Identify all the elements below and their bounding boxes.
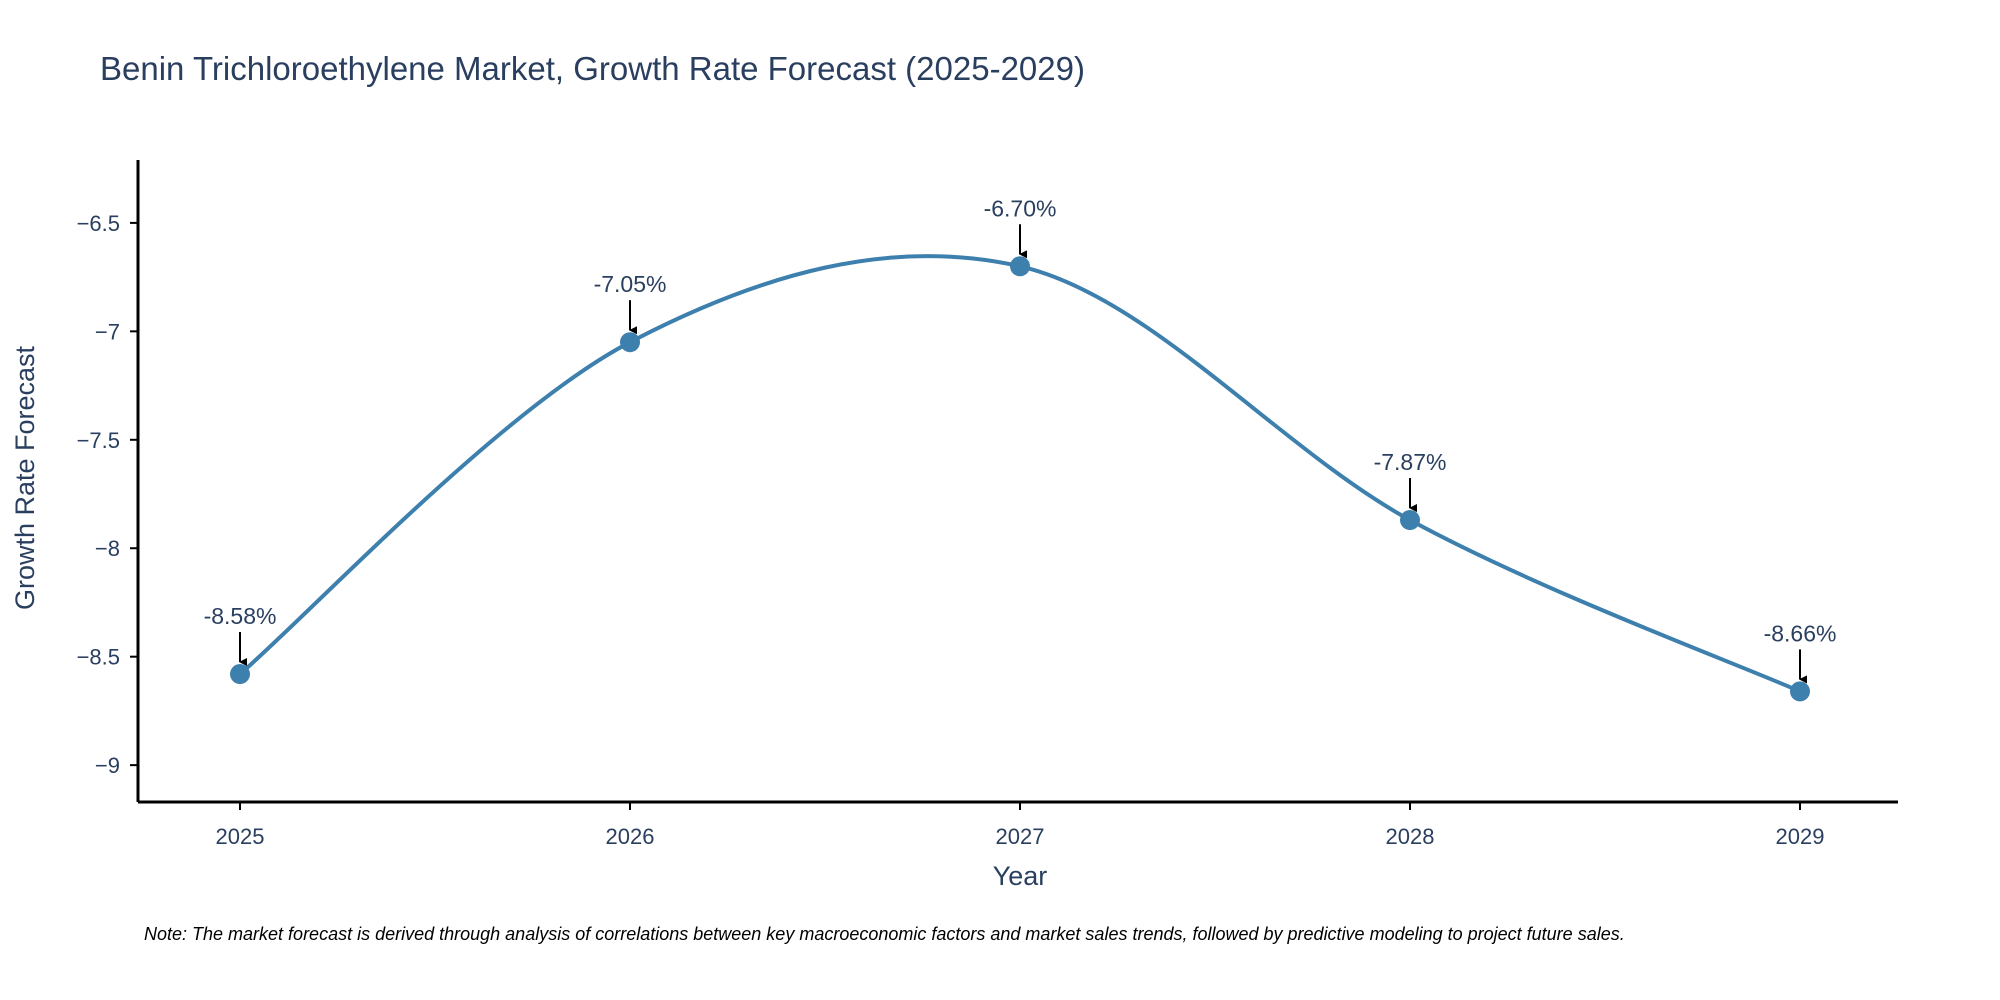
x-tick-label: 2027 [996, 824, 1045, 849]
x-axis-title: Year [993, 861, 1048, 891]
y-tick-label: −6.5 [77, 211, 120, 236]
y-tick-label: −9 [95, 753, 120, 778]
data-annotations: -8.58% -7.05% -6.70% -7.87% -8.66% [204, 195, 1837, 684]
x-tick-label: 2029 [1776, 824, 1825, 849]
data-markers [230, 256, 1810, 702]
x-tick-label: 2025 [216, 824, 265, 849]
data-point [1010, 256, 1030, 277]
data-point [230, 664, 250, 685]
x-tick-label: 2028 [1386, 824, 1435, 849]
chart-title: Benin Trichloroethylene Market, Growth R… [100, 50, 1085, 87]
y-tick-label: −8.5 [77, 645, 120, 670]
y-tick-label: −7.5 [77, 428, 120, 453]
data-label: -6.70% [984, 195, 1057, 221]
data-point [620, 332, 640, 353]
y-axis-ticks: −6.5 −7 −7.5 −8 −8.5 −9 [77, 211, 138, 778]
data-label: -8.58% [204, 603, 277, 629]
y-axis-title: Growth Rate Forecast [10, 345, 40, 610]
data-label: -7.87% [1374, 449, 1447, 475]
series-line [238, 254, 1801, 694]
y-tick-label: −8 [95, 536, 120, 561]
data-label: -7.05% [594, 271, 667, 297]
y-tick-label: −7 [95, 319, 120, 344]
x-tick-label: 2026 [606, 824, 655, 849]
chart-note: Note: The market forecast is derived thr… [144, 924, 1625, 944]
data-label: -8.66% [1764, 620, 1837, 646]
x-axis-ticks: 2025 2026 2027 2028 2029 [216, 802, 1825, 849]
data-point [1400, 510, 1420, 531]
data-point [1790, 681, 1810, 702]
